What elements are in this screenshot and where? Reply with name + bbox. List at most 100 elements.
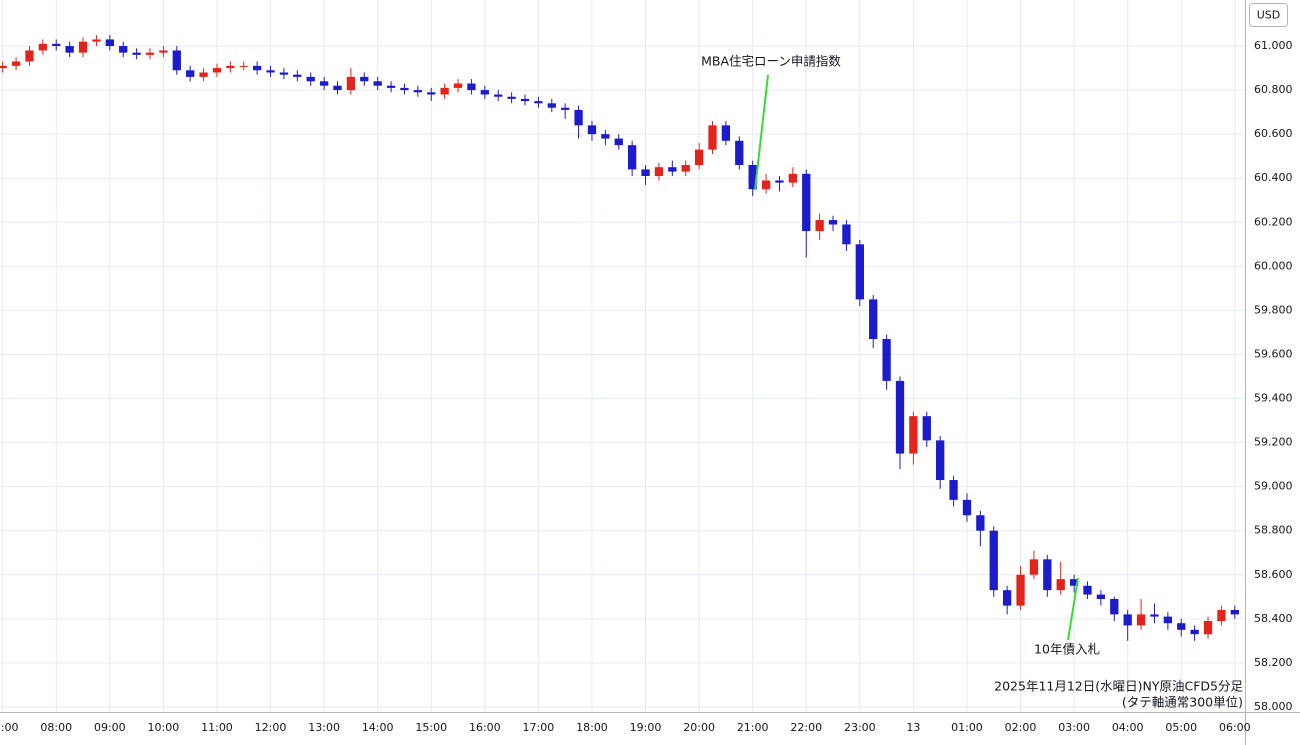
y-tick-label: 59.600 [1254, 347, 1293, 360]
y-tick-label: 61.000 [1254, 39, 1293, 52]
candle-body [507, 96, 516, 99]
candle-body [668, 167, 677, 172]
y-tick-label: 58.800 [1254, 524, 1293, 537]
y-tick-label: 60.800 [1254, 83, 1293, 96]
candle-body [38, 43, 48, 51]
x-tick-label: 18:00 [576, 721, 608, 734]
candle-body [601, 134, 610, 139]
annotation-line [754, 74, 769, 191]
grid [0, 0, 1245, 712]
x-tick-label: 20:00 [683, 721, 715, 734]
candle-body [0, 65, 7, 69]
candles [0, 35, 1239, 641]
candle-body [855, 244, 864, 300]
candle-body [694, 149, 704, 166]
candle-body [547, 103, 556, 108]
candle-body [1069, 579, 1079, 586]
candle-body [520, 98, 530, 102]
x-tick-label: 22:00 [790, 721, 822, 734]
candle-body [922, 416, 931, 441]
candle-body [1150, 614, 1159, 617]
candle-body [145, 52, 155, 55]
candle-body [494, 94, 503, 97]
y-tick-label: 59.800 [1254, 303, 1293, 316]
candle-body [775, 180, 784, 183]
candle-body [386, 85, 396, 88]
candle-body [25, 50, 34, 62]
candle-body [1096, 594, 1106, 599]
x-tick-label: 16:00 [469, 721, 501, 734]
y-tick-label: 60.200 [1254, 215, 1293, 228]
candle-body [1163, 616, 1173, 624]
candle-body [561, 107, 570, 110]
x-tick-label: 15:00 [415, 721, 447, 734]
candle-body [721, 125, 731, 141]
y-tick-label: 59.200 [1254, 436, 1293, 449]
y-tick-label: 58.000 [1254, 700, 1293, 713]
candle-body [440, 87, 449, 95]
candle-body [842, 224, 851, 245]
candle-body [92, 39, 101, 42]
candle-body [654, 167, 664, 177]
caption: (タテ軸通常300単位) [1122, 695, 1243, 710]
candle-body [909, 416, 918, 454]
candle-body [989, 530, 998, 591]
candle-body [627, 145, 637, 170]
candle-body [815, 220, 824, 232]
candle-body [226, 65, 235, 69]
candle-body [319, 81, 329, 86]
x-tick-label: 03:00 [1058, 721, 1090, 734]
candle-body [78, 41, 88, 53]
annotation: MBA住宅ローン申請指数 [701, 54, 841, 69]
candle-body [574, 109, 583, 126]
x-tick-label: 06:00 [1219, 721, 1251, 734]
candle-body [427, 92, 436, 95]
candle-body [52, 43, 61, 47]
candle-body [828, 220, 838, 225]
candle-body [172, 50, 181, 71]
candle-body [199, 72, 208, 77]
y-tick-label: 58.400 [1254, 612, 1293, 625]
y-tick-label: 59.400 [1254, 392, 1293, 405]
candle-body [1029, 559, 1039, 575]
x-tick-label: 10:00 [148, 721, 180, 734]
x-tick-label: 04:00 [1112, 721, 1144, 734]
candle-body [346, 76, 356, 91]
candle-body [333, 85, 342, 91]
x-tick-label: 21:00 [737, 721, 769, 734]
x-tick-label: 09:00 [94, 721, 126, 734]
candle-body [802, 173, 811, 232]
candle-body [1203, 621, 1213, 635]
candle-body [949, 480, 958, 500]
candle-body [869, 299, 878, 340]
x-tick-label: 11:00 [201, 721, 233, 734]
y-tick-label: 60.000 [1254, 259, 1293, 272]
candle-body [119, 46, 128, 53]
candle-body [1056, 579, 1065, 591]
annotation-line [1067, 577, 1079, 641]
y-tick-label: 59.000 [1254, 480, 1293, 493]
candle-body [976, 515, 985, 531]
candle-body [212, 68, 222, 73]
candle-body [788, 173, 798, 183]
candle-body [587, 125, 597, 135]
candle-body [1217, 610, 1226, 622]
candle-body [534, 101, 543, 104]
candle-body [132, 52, 141, 55]
candle-body [1230, 610, 1239, 615]
candle-body [11, 61, 21, 66]
candle-body [159, 50, 168, 53]
candle-body [279, 72, 289, 75]
annotation: 10年債入札 [1034, 642, 1100, 657]
candle-body [1177, 623, 1186, 630]
x-tick-label: 17:00 [523, 721, 555, 734]
candle-body [735, 140, 744, 166]
candle-body [882, 339, 891, 381]
candle-body [708, 125, 717, 150]
x-tick-label: 23:00 [844, 721, 876, 734]
candle-body [1136, 614, 1146, 626]
candle-body [1043, 559, 1052, 591]
x-tick-label: 01:00 [951, 721, 983, 734]
candle-body [65, 46, 74, 53]
